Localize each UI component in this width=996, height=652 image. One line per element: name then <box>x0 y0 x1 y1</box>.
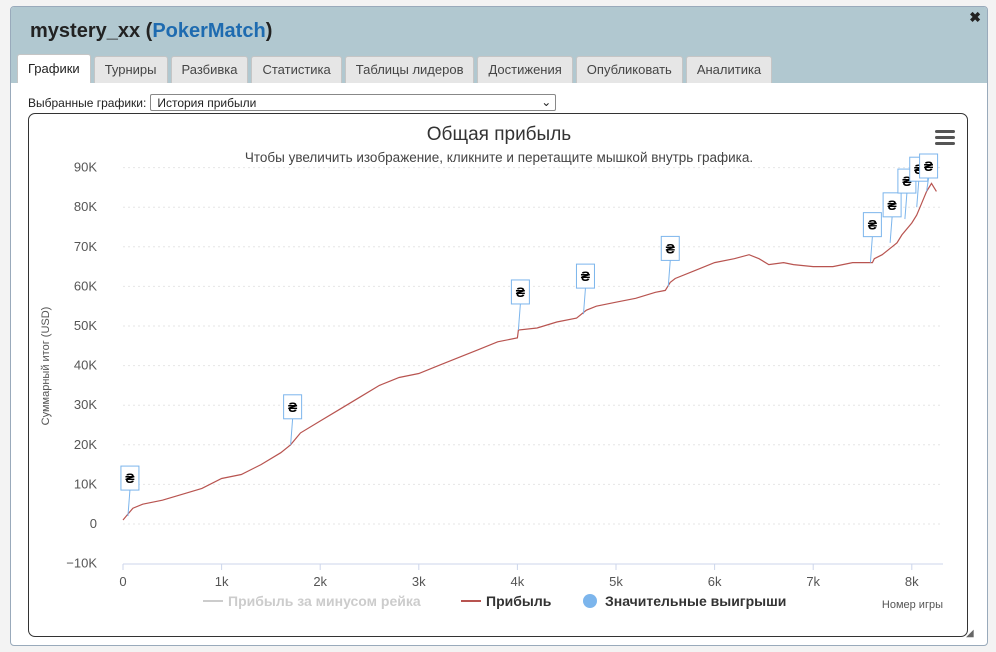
win-flag-symbol: ₴ <box>666 240 676 256</box>
menu-icon[interactable] <box>935 130 955 145</box>
x-tick-label: 7k <box>806 574 820 589</box>
y-tick-label: 40K <box>74 358 97 373</box>
legend: Прибыль за минусом рейка Прибыль Значите… <box>203 593 786 609</box>
significant-wins-flags: ₴₴₴₴₴₴₴₴₴ ₴ <box>120 153 939 517</box>
win-flag[interactable]: ₴ <box>575 263 595 315</box>
win-flag-pole <box>904 193 908 220</box>
y-tick-label: 70K <box>74 239 97 254</box>
win-flag-box <box>919 153 939 179</box>
win-flag-pole <box>926 177 930 192</box>
tab-graphs[interactable]: Графики <box>17 54 91 83</box>
resize-handle-icon[interactable]: ◢ <box>966 628 974 639</box>
y-tick-label: 20K <box>74 437 97 452</box>
win-flag-symbol: ₴ <box>868 217 878 233</box>
x-tick-label: 4k <box>511 574 525 589</box>
win-flag-symbol: ₴ <box>902 173 912 189</box>
win-flag-symbol: ₴ <box>914 161 924 177</box>
tab-bar: Графики Турниры Разбивка Статистика Табл… <box>14 54 773 83</box>
win-flag-symbol: ₴ <box>887 197 897 213</box>
x-axis-label: Номер игры <box>882 599 943 611</box>
tab-publish[interactable]: Опубликовать <box>575 56 683 83</box>
win-flag[interactable]: ₴ <box>283 394 303 445</box>
chart-subtitle: Чтобы увеличить изображение, кликните и … <box>245 150 753 165</box>
win-flag-symbol: ₴ <box>516 284 526 300</box>
y-tick-label: 0 <box>90 516 97 531</box>
x-tick-label: 3k <box>412 574 426 589</box>
x-tick-label: 1k <box>215 574 229 589</box>
win-flag-box <box>660 235 680 261</box>
win-flag[interactable]: ₴ <box>510 279 530 330</box>
y-tick-label: 90K <box>74 160 97 175</box>
win-flag-box <box>575 263 595 289</box>
win-flag-symbol: ₴ <box>288 399 298 415</box>
tab-leaderboards[interactable]: Таблицы лидеров <box>344 56 475 83</box>
y-axis-label: Суммарный итог (USD) <box>40 307 52 426</box>
chart-selector-label: Выбранные графики: <box>28 95 147 110</box>
y-tick-labels: 90K 80K 70K 60K 50K 40K 30K 20K 10K 0 −10K <box>66 160 97 571</box>
profit-chart: Общая прибыль Чтобы увеличить изображени… <box>40 124 943 611</box>
win-flag-pole <box>667 260 671 287</box>
win-flag[interactable]: ₴ <box>862 212 882 263</box>
win-flag-symbol: ₴ <box>581 268 591 284</box>
win-flag[interactable]: ₴ <box>919 153 939 192</box>
win-flag-box <box>882 192 902 218</box>
x-tick-label: 5k <box>609 574 623 589</box>
win-flag-pole <box>582 288 586 315</box>
win-flag[interactable]: ₴ <box>660 235 680 287</box>
site-name: PokerMatch <box>152 20 266 42</box>
x-tick-label: 0 <box>119 574 126 589</box>
tab-statistics[interactable]: Статистика <box>251 56 342 83</box>
win-flag-pole <box>869 236 873 263</box>
chevron-down-icon: ⌄ <box>541 95 552 109</box>
win-flag-symbol: ₴ <box>924 158 934 174</box>
win-flag-pole <box>127 490 131 517</box>
win-flag-pole <box>889 216 893 243</box>
tab-achievements[interactable]: Достижения <box>477 56 573 83</box>
legend-rake[interactable]: Прибыль за минусом рейка <box>228 593 421 609</box>
chart-select-dropdown[interactable]: История прибыли ⌄ <box>150 94 557 111</box>
win-flag[interactable]: ₴ <box>882 192 902 243</box>
chart-select-value: История прибыли <box>157 96 257 110</box>
y-tick-label: 10K <box>74 476 97 491</box>
x-tick-label: 6k <box>708 574 722 589</box>
y-tick-label: 30K <box>74 397 97 412</box>
win-flag[interactable]: ₴ <box>120 465 140 517</box>
profit-series-line <box>122 182 937 521</box>
y-tick-label: 80K <box>74 199 97 214</box>
legend-profit[interactable]: Прибыль <box>486 593 552 609</box>
y-tick-label: 50K <box>74 318 97 333</box>
window-title: mystery_xx (PokerMatch) <box>30 20 273 42</box>
x-tick-label: 8k <box>905 574 919 589</box>
close-icon[interactable]: ✖ <box>969 9 981 25</box>
title-bar: mystery_xx (PokerMatch) ✖ Графики Турнир… <box>11 7 987 83</box>
win-flag-box <box>120 465 140 491</box>
legend-wins-marker <box>583 594 597 608</box>
tab-tournaments[interactable]: Турниры <box>93 56 168 83</box>
x-tick-label: 2k <box>313 574 327 589</box>
win-flag-box <box>283 394 303 420</box>
chart-selector: Выбранные графики: История прибыли ⌄ <box>28 94 557 111</box>
chart-container[interactable]: Общая прибыль Чтобы увеличить изображени… <box>28 113 968 637</box>
win-flag-box <box>510 279 530 305</box>
win-flag-symbol: ₴ <box>125 470 135 486</box>
tab-analytics[interactable]: Аналитика <box>685 56 773 83</box>
legend-wins[interactable]: Значительные выигрыши <box>605 593 786 609</box>
win-flag-box <box>862 212 882 238</box>
x-tick-labels: 0 1k 2k 3k 4k 5k 6k 7k 8k <box>119 564 919 589</box>
y-tick-label: −10K <box>66 556 97 571</box>
win-flag-pole <box>290 418 294 445</box>
win-flag-pole <box>916 181 920 208</box>
window: mystery_xx (PokerMatch) ✖ Графики Турнир… <box>10 6 988 646</box>
tab-breakdown[interactable]: Разбивка <box>170 56 249 83</box>
grid <box>123 167 943 525</box>
player-name: mystery_xx <box>30 20 141 42</box>
y-tick-label: 60K <box>74 278 97 293</box>
win-flag-pole <box>517 303 521 330</box>
chart-title: Общая прибыль <box>427 124 572 145</box>
